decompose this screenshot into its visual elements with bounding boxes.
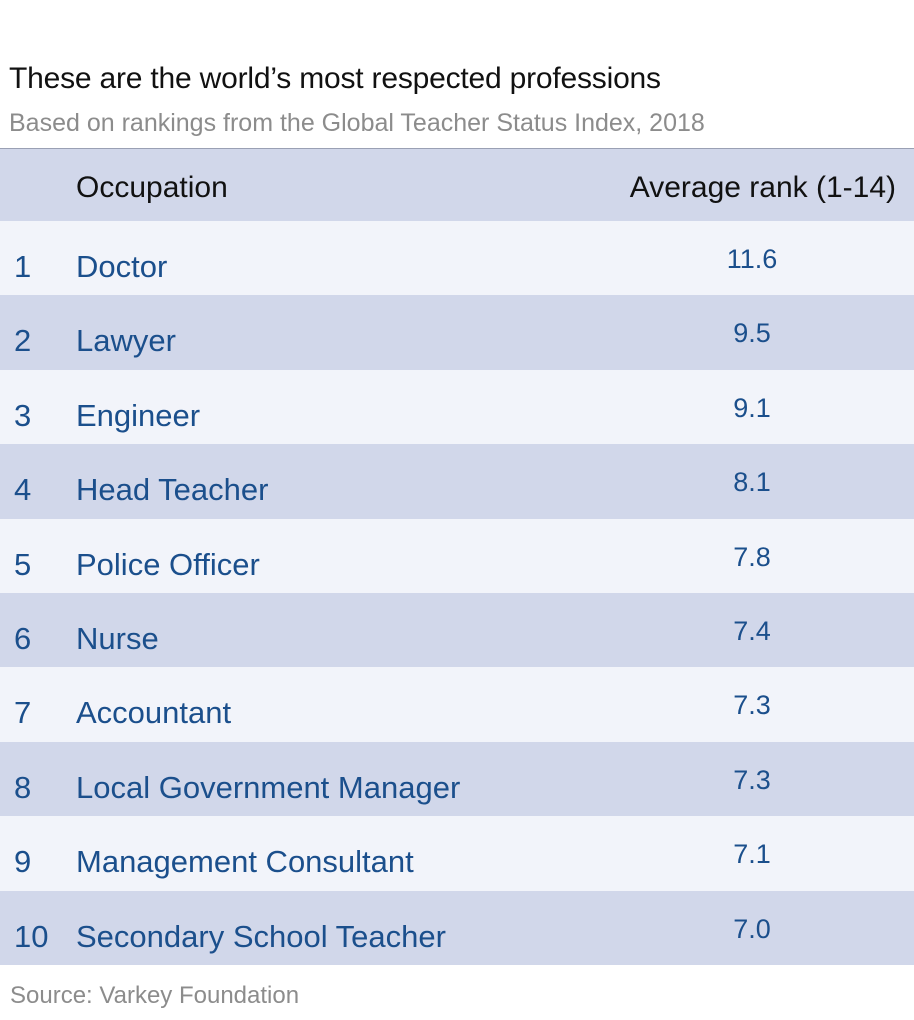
occupation-name: Police Officer bbox=[76, 546, 260, 582]
rank-number: 6 bbox=[14, 620, 32, 656]
table-row: 5 Police Officer 7.8 bbox=[0, 518, 914, 593]
average-rank-value: 7.8 bbox=[733, 541, 771, 572]
average-rank-value: 7.3 bbox=[733, 690, 771, 721]
occupation-name: Nurse bbox=[76, 620, 159, 656]
rank-number: 9 bbox=[14, 844, 32, 880]
average-rank-value: 9.5 bbox=[733, 318, 771, 349]
rank-number: 2 bbox=[14, 323, 32, 359]
table-row: 7 Accountant 7.3 bbox=[0, 667, 914, 742]
occupation-column-header: Occupation bbox=[76, 171, 228, 204]
source-note: Source: Varkey Foundation bbox=[10, 982, 300, 1009]
table-row: 8 Local Government Manager 7.3 bbox=[0, 741, 914, 817]
table-row: 10 Secondary School Teacher 7.0 bbox=[0, 890, 914, 965]
average-rank-value: 11.6 bbox=[726, 244, 778, 274]
occupation-name: Head Teacher bbox=[76, 472, 269, 508]
occupation-name: Engineer bbox=[76, 397, 201, 433]
average-rank-value: 9.1 bbox=[733, 392, 771, 423]
table-row: 3 Engineer 9.1 bbox=[0, 369, 914, 445]
rank-number: 8 bbox=[14, 769, 32, 805]
rank-table: Occupation Average rank (1-14) 1 Doctor 11… bbox=[0, 149, 914, 965]
occupation-name: Doctor bbox=[76, 249, 168, 284]
average-rank-column-header: Average rank (1-14) bbox=[629, 171, 896, 204]
rank-number: 5 bbox=[14, 546, 32, 582]
occupation-name: Accountant bbox=[76, 695, 232, 731]
chart-subtitle: Based on rankings from the Global Teache… bbox=[9, 109, 705, 137]
rank-number: 7 bbox=[14, 695, 32, 731]
table-row: 6 Nurse 7.4 bbox=[0, 592, 914, 668]
title-divider bbox=[0, 148, 914, 149]
table-row: 1 Doctor 11.6 bbox=[0, 221, 914, 296]
table-row: 9 Management Consultant 7.1 bbox=[0, 816, 914, 891]
rank-number: 10 bbox=[14, 918, 49, 954]
average-rank-value: 7.1 bbox=[733, 839, 771, 870]
rank-number: 1 bbox=[14, 249, 32, 284]
occupation-name: Secondary School Teacher bbox=[76, 918, 446, 954]
average-rank-value: 8.1 bbox=[733, 467, 771, 498]
table-row: 2 Lawyer 9.5 bbox=[0, 295, 914, 370]
table-body: 1 Doctor 11.6 2 Lawyer 9.5 3 Engineer 9.1 4 Head T… bbox=[0, 221, 914, 965]
average-rank-value: 7.0 bbox=[733, 913, 771, 944]
average-rank-value: 7.4 bbox=[733, 615, 771, 646]
occupation-name: Lawyer bbox=[76, 323, 176, 359]
table-header-row: Occupation Average rank (1-14) bbox=[0, 149, 914, 221]
rank-number: 3 bbox=[14, 397, 32, 433]
chart-title: These are the world’s most respected pro… bbox=[9, 62, 661, 95]
occupation-name: Management Consultant bbox=[76, 844, 414, 880]
table-row: 4 Head Teacher 8.1 bbox=[0, 444, 914, 519]
occupation-name: Local Government Manager bbox=[76, 769, 461, 805]
rank-number: 4 bbox=[14, 472, 32, 508]
average-rank-value: 7.3 bbox=[733, 764, 771, 795]
